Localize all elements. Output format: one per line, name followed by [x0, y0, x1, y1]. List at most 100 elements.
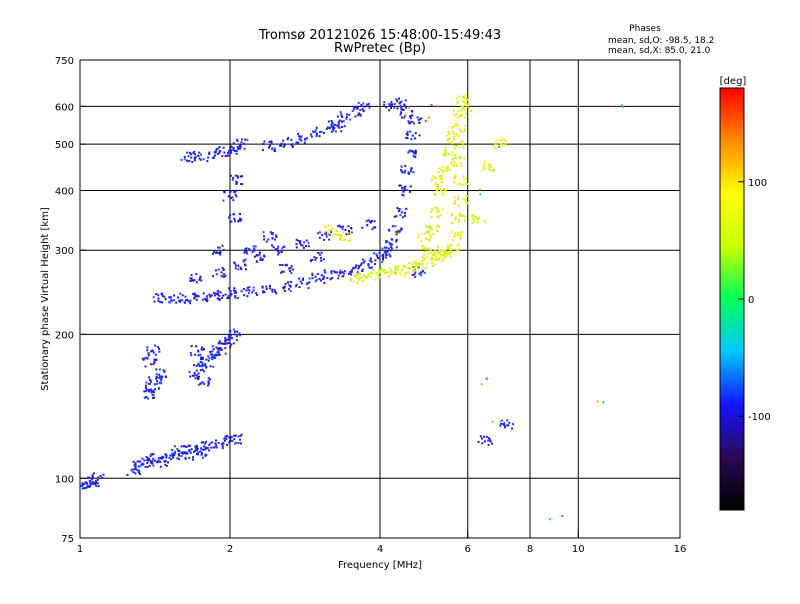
data-point — [222, 442, 225, 445]
data-point — [93, 472, 95, 475]
data-point — [297, 141, 300, 144]
data-point — [390, 249, 393, 252]
data-point — [82, 483, 85, 485]
data-point — [404, 214, 406, 217]
data-point — [339, 111, 342, 114]
data-point — [402, 216, 405, 219]
data-point — [420, 274, 423, 277]
data-point — [227, 151, 229, 154]
data-point — [389, 255, 392, 258]
data-point — [365, 277, 368, 279]
data-point — [221, 267, 224, 269]
data-point — [207, 384, 210, 387]
data-point — [240, 268, 243, 271]
data-point — [158, 368, 161, 371]
data-point — [406, 189, 409, 192]
data-point — [291, 143, 294, 146]
data-point — [341, 126, 344, 128]
data-point — [223, 190, 226, 193]
data-point — [202, 456, 204, 459]
data-point — [233, 438, 236, 441]
data-point — [252, 245, 255, 248]
x-tick-label: 6 — [465, 544, 471, 555]
data-point — [231, 178, 234, 181]
data-point — [152, 351, 155, 354]
data-point — [361, 108, 364, 111]
data-point — [409, 185, 412, 188]
data-point — [422, 247, 425, 250]
data-point — [406, 131, 409, 134]
data-point — [147, 397, 149, 400]
y-tick-label: 600 — [55, 102, 74, 113]
data-point — [457, 231, 459, 234]
data-point — [449, 255, 452, 258]
data-point — [192, 458, 194, 461]
data-point — [349, 239, 352, 242]
data-point — [220, 443, 223, 446]
data-point — [81, 484, 84, 487]
data-point — [311, 258, 314, 261]
data-point — [87, 476, 89, 479]
data-point — [315, 135, 318, 138]
data-point — [443, 189, 446, 192]
data-point — [332, 270, 335, 273]
data-point — [170, 298, 173, 301]
data-point — [219, 347, 222, 349]
data-point — [403, 265, 406, 268]
data-point — [301, 282, 303, 285]
data-point — [454, 175, 457, 178]
data-point — [410, 110, 413, 112]
data-point — [212, 291, 215, 294]
data-point — [341, 271, 344, 274]
stats-line-o: mean, sd,O: -98.5, 18.2 — [608, 36, 714, 46]
data-point — [153, 358, 156, 361]
data-point — [504, 143, 507, 146]
data-point — [195, 448, 197, 451]
data-point — [335, 130, 337, 133]
data-point — [420, 271, 423, 274]
data-point — [276, 247, 279, 250]
data-point — [305, 239, 308, 242]
data-point — [453, 248, 456, 251]
data-point — [190, 156, 193, 159]
data-point — [180, 455, 183, 457]
data-point — [151, 393, 154, 396]
data-point — [85, 486, 88, 489]
data-point — [439, 214, 442, 217]
data-point — [425, 262, 428, 265]
data-point — [194, 159, 196, 162]
data-point — [507, 424, 510, 427]
data-point — [440, 189, 442, 192]
data-point — [193, 296, 196, 299]
data-point — [261, 149, 264, 152]
data-point — [463, 102, 466, 105]
data-point — [298, 138, 301, 141]
data-point — [221, 244, 224, 247]
data-point — [140, 463, 143, 466]
data-point — [209, 378, 211, 381]
data-point — [271, 237, 274, 240]
data-point — [460, 109, 463, 112]
data-point — [408, 149, 411, 152]
data-point — [437, 250, 440, 252]
data-point — [232, 342, 235, 345]
stats-heading: Phases — [629, 24, 661, 34]
data-point — [284, 264, 287, 267]
colorbar-tick-label: 100 — [748, 178, 767, 189]
data-point — [421, 260, 424, 263]
data-point — [273, 288, 276, 291]
data-point — [239, 334, 242, 337]
data-point — [462, 96, 465, 98]
data-point — [337, 274, 340, 277]
data-point — [319, 253, 322, 256]
data-point — [314, 280, 317, 283]
data-point — [356, 271, 359, 274]
data-point — [278, 251, 281, 254]
data-point — [320, 130, 323, 133]
data-point — [205, 366, 208, 369]
data-point — [290, 281, 293, 283]
data-point — [323, 269, 326, 272]
data-point — [421, 256, 424, 259]
data-point — [253, 255, 256, 258]
data-point — [159, 460, 162, 463]
